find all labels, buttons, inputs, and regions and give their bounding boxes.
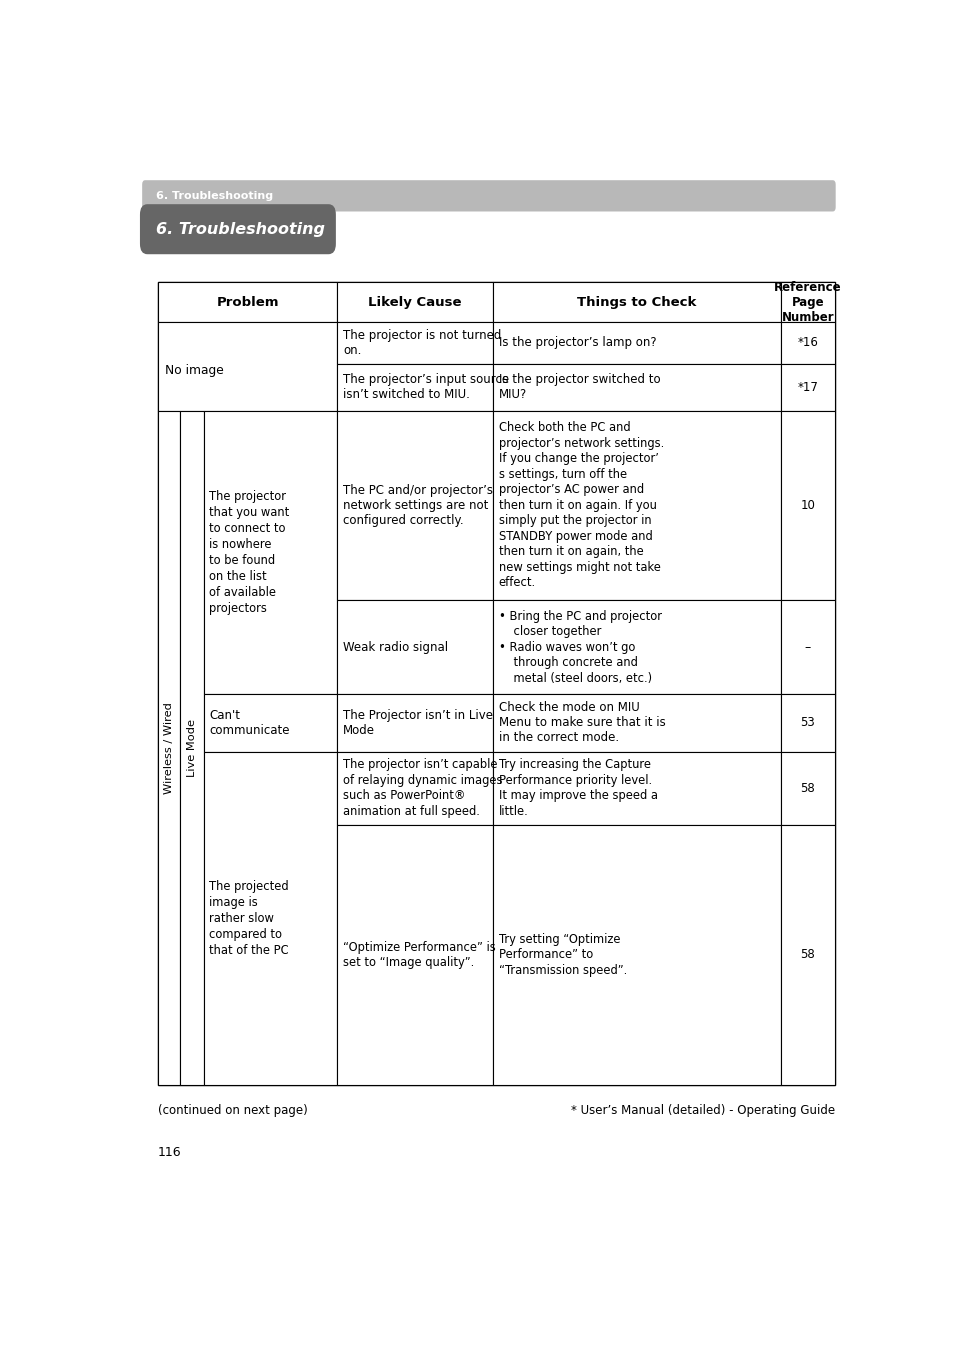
Text: (continued on next page): (continued on next page) xyxy=(157,1104,307,1117)
Bar xyxy=(492,322,781,364)
Bar xyxy=(492,600,781,695)
Text: –: – xyxy=(804,640,810,654)
Bar xyxy=(157,283,834,1085)
Bar xyxy=(337,600,492,695)
Text: *16: *16 xyxy=(797,336,818,349)
Bar xyxy=(781,600,834,695)
Bar xyxy=(492,695,781,751)
Text: The projected
image is
rather slow
compared to
that of the PC: The projected image is rather slow compa… xyxy=(210,880,289,957)
Text: Check the mode on MIU
Menu to make sure that it is
in the correct mode.: Check the mode on MIU Menu to make sure … xyxy=(498,701,664,745)
Bar xyxy=(781,322,834,364)
Text: The Projector isn’t in Live
Mode: The Projector isn’t in Live Mode xyxy=(343,709,493,737)
Bar xyxy=(492,751,781,825)
FancyBboxPatch shape xyxy=(142,180,835,211)
Bar xyxy=(337,322,492,364)
Text: Is the projector switched to
MIU?: Is the projector switched to MIU? xyxy=(498,374,659,401)
Text: The PC and/or projector’s
network settings are not
configured correctly.: The PC and/or projector’s network settin… xyxy=(343,483,493,527)
Bar xyxy=(337,283,492,322)
Text: *17: *17 xyxy=(797,380,818,394)
Bar xyxy=(492,410,781,600)
Bar xyxy=(157,283,337,322)
Text: Live Mode: Live Mode xyxy=(187,719,196,777)
Text: Likely Cause: Likely Cause xyxy=(368,295,461,309)
Text: The projector’s input source
isn’t switched to MIU.: The projector’s input source isn’t switc… xyxy=(343,374,509,401)
Bar xyxy=(781,825,834,1085)
Bar xyxy=(781,410,834,600)
Text: 53: 53 xyxy=(800,716,815,730)
Bar xyxy=(157,410,180,1085)
Text: Reference
Page
Number: Reference Page Number xyxy=(773,280,841,324)
Text: 6. Troubleshooting: 6. Troubleshooting xyxy=(156,191,274,200)
Text: Try increasing the Capture
Performance priority level.
It may improve the speed : Try increasing the Capture Performance p… xyxy=(498,758,657,818)
Text: Can't
communicate: Can't communicate xyxy=(210,709,290,737)
Bar xyxy=(337,695,492,751)
FancyBboxPatch shape xyxy=(140,204,335,255)
Text: • Bring the PC and projector
    closer together
• Radio waves won’t go
    thro: • Bring the PC and projector closer toge… xyxy=(498,609,660,685)
Text: Try setting “Optimize
Performance” to
“Transmission speed”.: Try setting “Optimize Performance” to “T… xyxy=(498,933,626,976)
Text: 58: 58 xyxy=(800,948,815,961)
Bar xyxy=(203,751,337,1085)
Bar xyxy=(492,283,781,322)
Text: 116: 116 xyxy=(157,1147,181,1159)
Bar xyxy=(203,410,337,695)
Bar xyxy=(337,825,492,1085)
Text: Check both the PC and
projector’s network settings.
If you change the projector’: Check both the PC and projector’s networ… xyxy=(498,421,663,589)
Bar xyxy=(337,364,492,410)
Text: Weak radio signal: Weak radio signal xyxy=(343,640,448,654)
Text: No image: No image xyxy=(165,364,224,378)
Bar xyxy=(180,410,203,1085)
Text: * User’s Manual (detailed) - Operating Guide: * User’s Manual (detailed) - Operating G… xyxy=(570,1104,834,1117)
Bar xyxy=(781,751,834,825)
Text: Things to Check: Things to Check xyxy=(577,295,696,309)
Text: 10: 10 xyxy=(800,500,815,512)
Text: The projector
that you want
to connect to
is nowhere
to be found
on the list
of : The projector that you want to connect t… xyxy=(210,490,290,615)
Text: The projector isn’t capable
of relaying dynamic images
such as PowerPoint®
anima: The projector isn’t capable of relaying … xyxy=(343,758,502,818)
Bar xyxy=(157,322,337,410)
Text: Wireless / Wired: Wireless / Wired xyxy=(164,701,173,793)
Text: “Optimize Performance” is
set to “Image quality”.: “Optimize Performance” is set to “Image … xyxy=(343,941,496,969)
Bar xyxy=(492,825,781,1085)
Bar xyxy=(203,695,337,751)
Bar xyxy=(781,283,834,322)
Text: Problem: Problem xyxy=(216,295,278,309)
Bar xyxy=(492,364,781,410)
Text: 58: 58 xyxy=(800,781,815,795)
Bar xyxy=(337,410,492,600)
Bar xyxy=(337,751,492,825)
Text: The projector is not turned
on.: The projector is not turned on. xyxy=(343,329,501,357)
Bar xyxy=(781,364,834,410)
Text: 6. Troubleshooting: 6. Troubleshooting xyxy=(156,222,325,237)
Bar xyxy=(781,695,834,751)
Text: Is the projector’s lamp on?: Is the projector’s lamp on? xyxy=(498,336,656,349)
